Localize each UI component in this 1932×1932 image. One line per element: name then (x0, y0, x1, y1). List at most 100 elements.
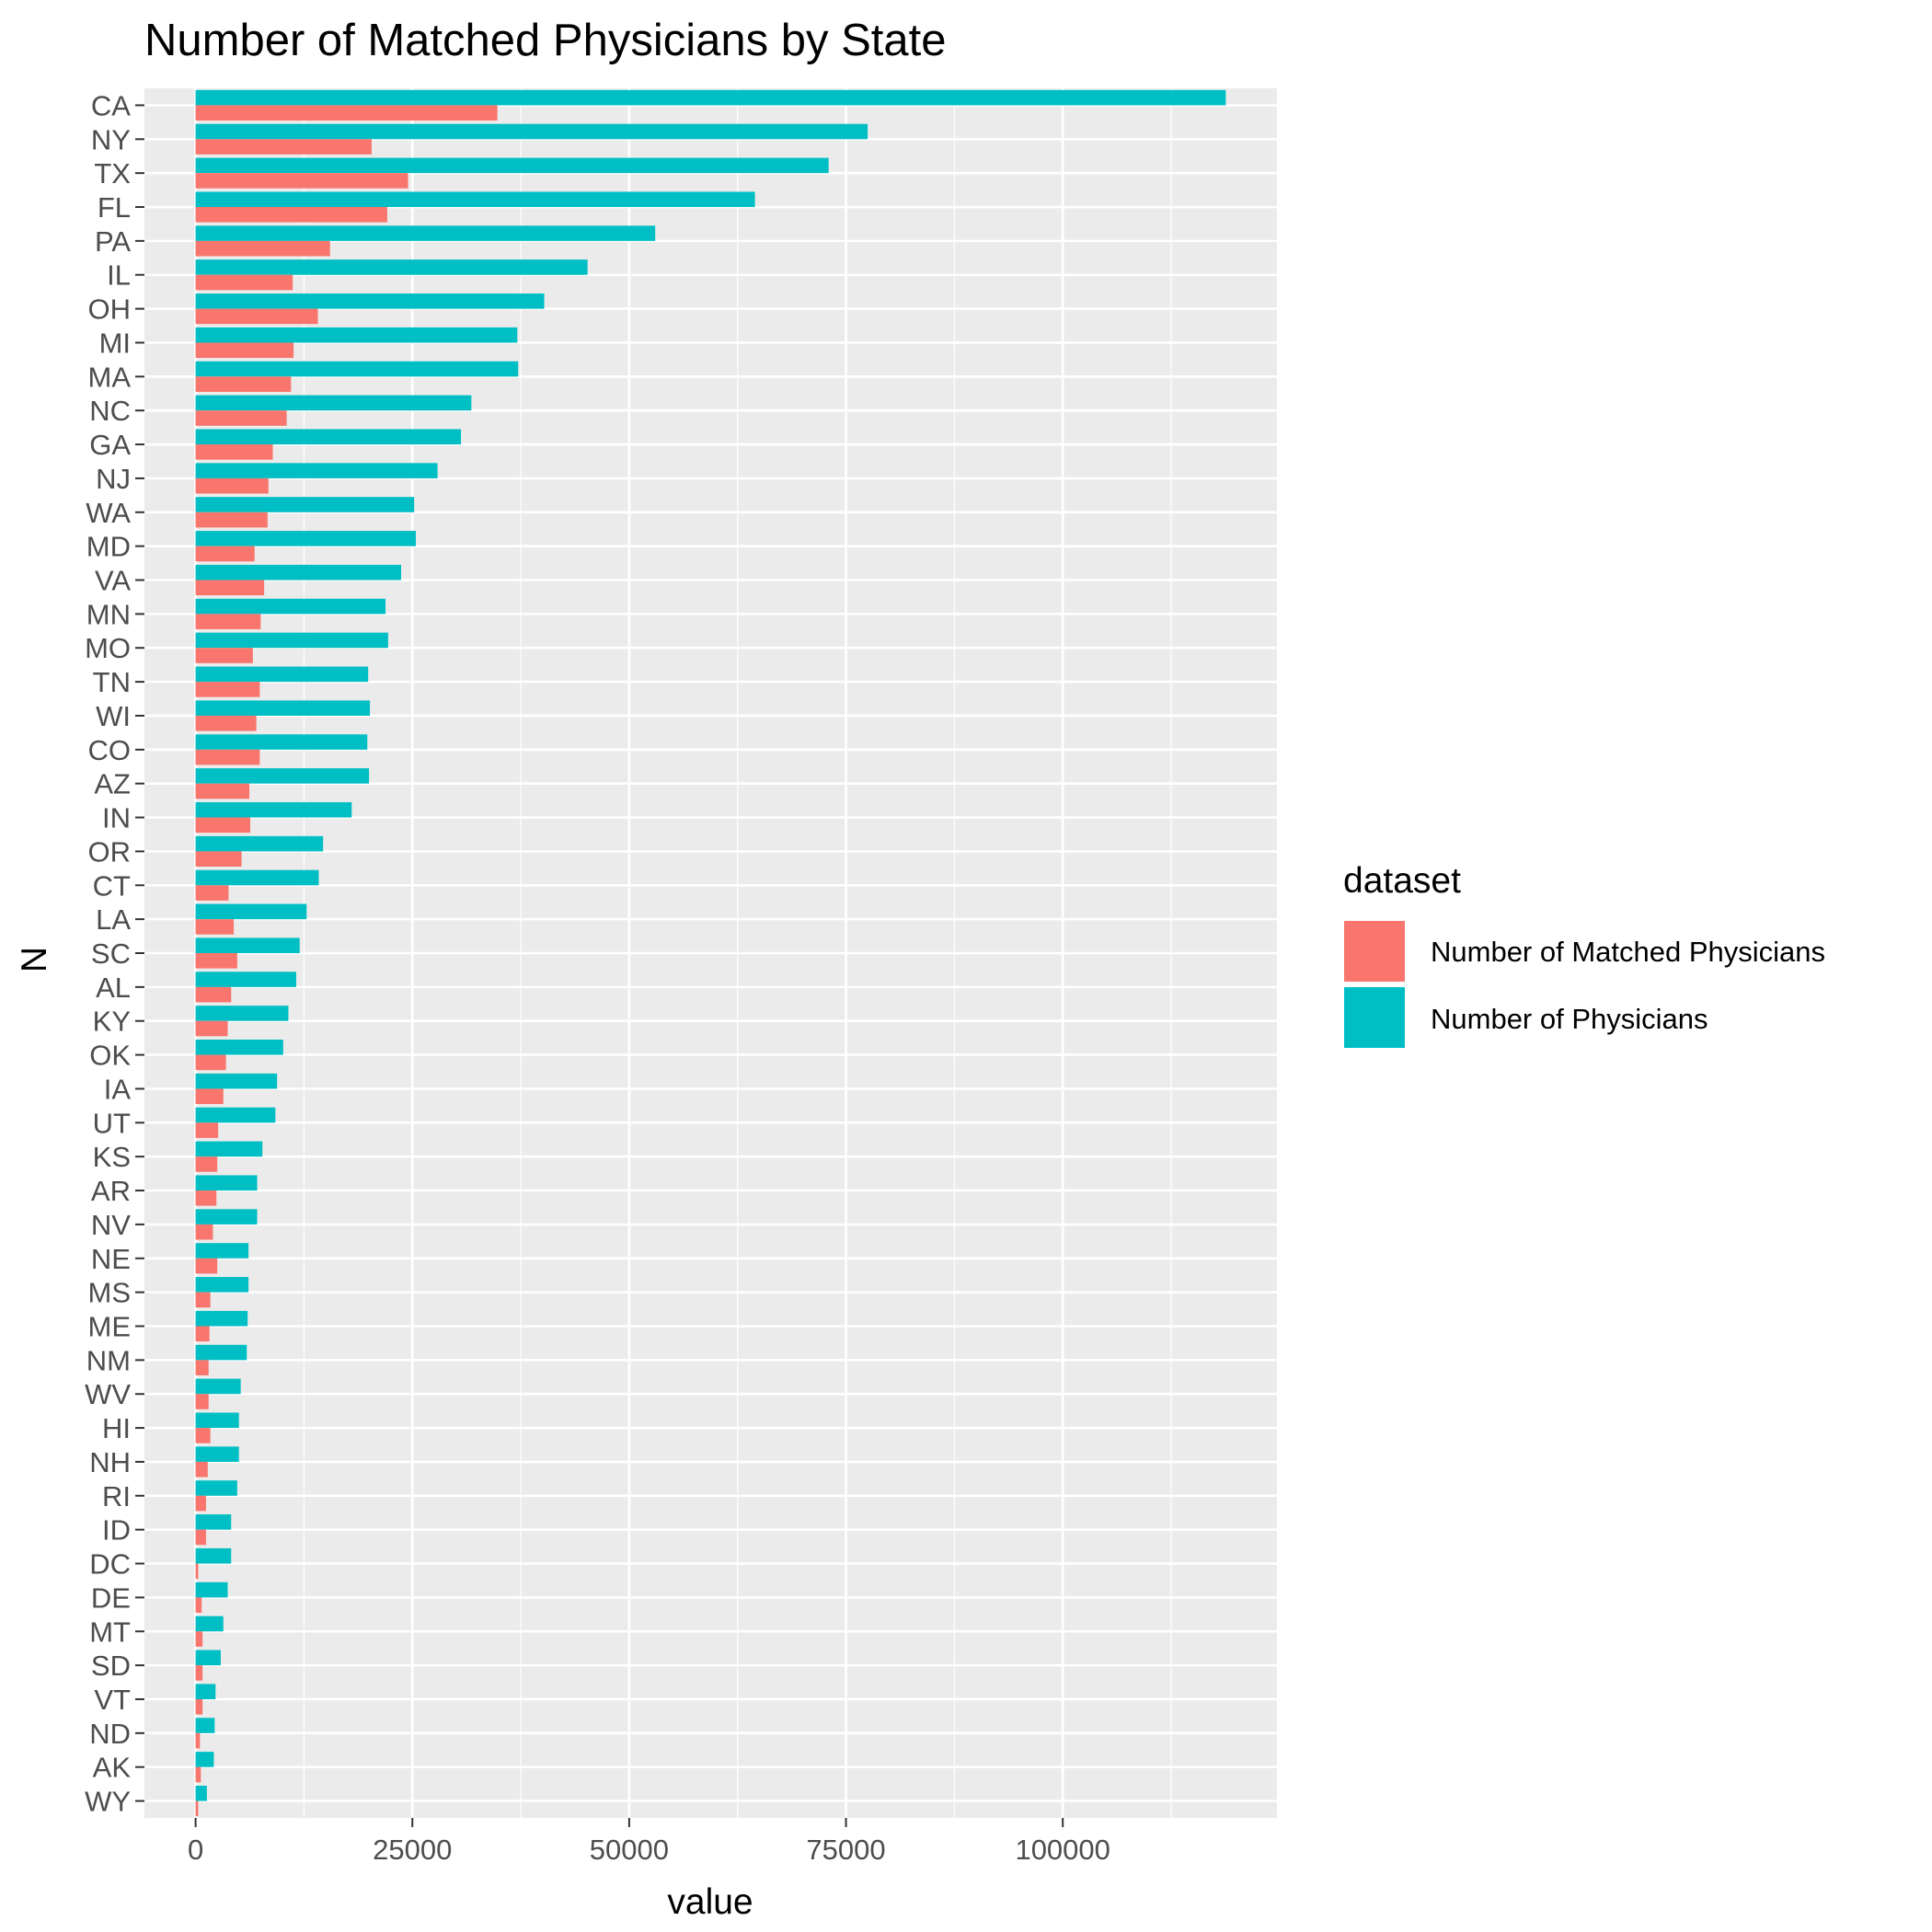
bar-physicians-ar (195, 1175, 258, 1191)
bar-matched-physicians-dc (195, 1563, 199, 1580)
y-tick-label: VT (94, 1684, 131, 1716)
y-tick-label: MA (88, 361, 132, 393)
x-tick-label: 75000 (806, 1834, 885, 1866)
legend-key-matched-physicians (1342, 919, 1407, 983)
bar-physicians-id (195, 1514, 232, 1530)
bar-matched-physicians-nm (195, 1360, 209, 1375)
legend-label-matched-physicians: Number of Matched Physicians (1431, 936, 1825, 968)
bar-matched-physicians-ri (195, 1495, 206, 1512)
bar-physicians-tx (195, 157, 829, 174)
bar-physicians-ma (195, 361, 519, 377)
bar-physicians-vt (195, 1684, 216, 1699)
y-tick-label: TN (93, 666, 131, 698)
bar-physicians-mi (195, 327, 518, 343)
bar-matched-physicians-mi (195, 342, 294, 359)
bar-physicians-co (195, 734, 368, 750)
bar-matched-physicians-wi (195, 715, 257, 731)
bar-physicians-ri (195, 1480, 237, 1496)
bar-physicians-nm (195, 1344, 247, 1361)
bar-matched-physicians-ms (195, 1292, 211, 1308)
chart-title: Number of Matched Physicians by State (144, 16, 947, 65)
bar-physicians-al (195, 972, 296, 987)
bar-matched-physicians-la (195, 919, 235, 935)
bar-physicians-az (195, 768, 370, 784)
bar-matched-physicians-mo (195, 648, 253, 663)
bar-matched-physicians-wv (195, 1394, 209, 1409)
y-tick-label: IL (107, 259, 131, 292)
y-tick-label: WA (86, 497, 131, 529)
y-tick-label: OR (88, 835, 132, 868)
bar-physicians-wy (195, 1785, 207, 1801)
bar-matched-physicians-hi (195, 1428, 211, 1443)
bar-physicians-wa (195, 497, 415, 512)
bar-matched-physicians-nd (195, 1732, 201, 1749)
y-axis-title: N (15, 947, 54, 972)
y-tick-label: CO (88, 734, 132, 766)
bar-matched-physicians-sd (195, 1665, 203, 1681)
y-tick-label: NE (91, 1243, 131, 1275)
bar-matched-physicians-ct (195, 885, 229, 901)
legend-key-physicians (1342, 985, 1407, 1050)
x-axis-title: value (667, 1882, 753, 1922)
bar-physicians-va (195, 564, 402, 581)
bar-physicians-md (195, 531, 417, 546)
bar-physicians-ks (195, 1141, 263, 1157)
bar-physicians-ny (195, 123, 868, 140)
bar-matched-physicians-fl (195, 207, 387, 223)
bar-physicians-ok (195, 1040, 283, 1055)
y-tick-label: AR (91, 1175, 131, 1207)
bar-matched-physicians-ne (195, 1258, 218, 1274)
bar-matched-physicians-ca (195, 105, 498, 121)
y-tick-label: IN (102, 802, 131, 834)
bar-matched-physicians-ia (195, 1088, 224, 1105)
y-tick-label: ME (88, 1310, 132, 1342)
bar-matched-physicians-de (195, 1597, 202, 1613)
y-tick-label: AL (96, 972, 131, 1004)
bar-matched-physicians-nc (195, 410, 287, 426)
bar-physicians-fl (195, 191, 755, 208)
bar-matched-physicians-ak (195, 1766, 201, 1783)
y-tick-label: CA (91, 89, 131, 121)
y-tick-label: DC (89, 1548, 131, 1581)
bar-physicians-mo (195, 632, 388, 649)
y-tick-label: KY (93, 1006, 131, 1038)
bar-physicians-il (195, 259, 588, 275)
bar-matched-physicians-az (195, 783, 250, 799)
y-tick-label: UT (93, 1107, 131, 1139)
bar-matched-physicians-ut (195, 1122, 219, 1138)
bar-physicians-ak (195, 1752, 214, 1767)
bar-matched-physicians-wy (195, 1800, 199, 1817)
bar-physicians-oh (195, 293, 545, 309)
y-tick-label: DE (91, 1581, 131, 1614)
bar-physicians-in (195, 801, 352, 818)
y-tick-label: GA (89, 429, 131, 461)
y-tick-label: MD (86, 531, 131, 563)
x-tick-label: 0 (188, 1834, 203, 1866)
y-tick-label: MS (88, 1277, 132, 1309)
bar-physicians-hi (195, 1412, 239, 1429)
bar-physicians-ga (195, 429, 462, 445)
bar-matched-physicians-ar (195, 1190, 217, 1206)
legend-label-physicians: Number of Physicians (1431, 1003, 1708, 1035)
y-tick-label: VA (95, 565, 131, 597)
bar-physicians-la (195, 903, 307, 920)
bar-physicians-wv (195, 1378, 241, 1395)
bar-matched-physicians-ga (195, 444, 273, 460)
bar-physicians-me (195, 1310, 248, 1327)
y-tick-label: ID (102, 1514, 131, 1547)
bar-physicians-ca (195, 89, 1226, 106)
bar-physicians-wi (195, 700, 371, 716)
y-tick-label: MN (86, 598, 131, 630)
bar-matched-physicians-id (195, 1529, 206, 1546)
bar-matched-physicians-in (195, 817, 250, 834)
bar-matched-physicians-il (195, 274, 293, 291)
y-tick-label: CT (93, 869, 131, 902)
bar-matched-physicians-tx (195, 173, 408, 189)
bar-physicians-nc (195, 395, 472, 411)
y-tick-label: OH (88, 293, 132, 326)
bar-matched-physicians-ks (195, 1156, 218, 1172)
bar-matched-physicians-me (195, 1326, 210, 1342)
bar-matched-physicians-pa (195, 240, 330, 257)
y-tick-label: IA (104, 1073, 132, 1105)
